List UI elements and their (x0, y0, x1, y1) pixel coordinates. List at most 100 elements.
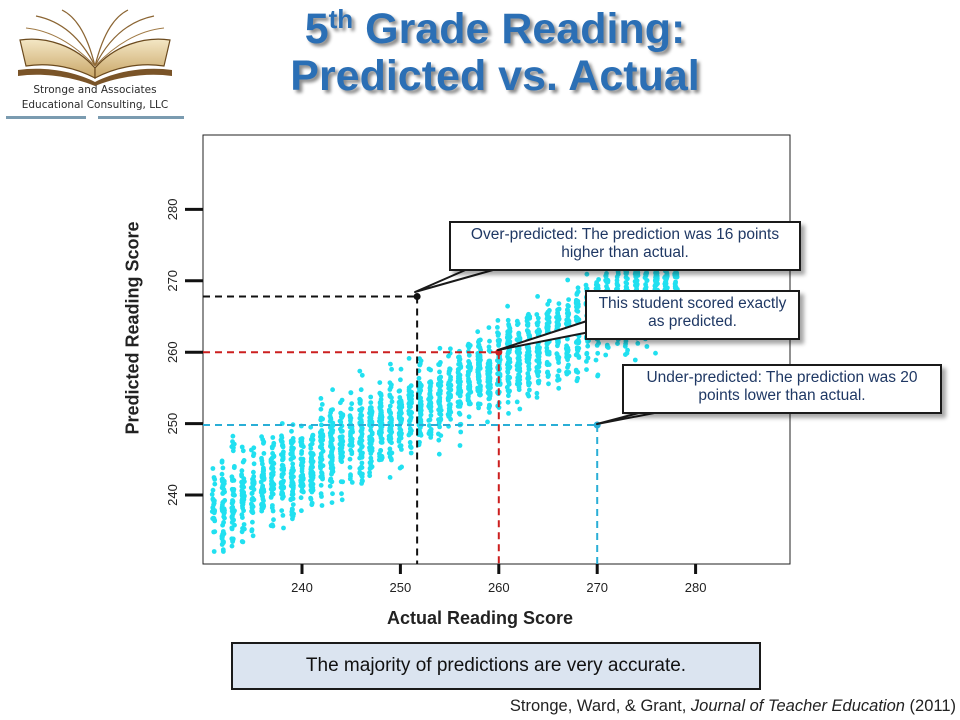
data-point (428, 413, 434, 418)
data-point (505, 378, 511, 384)
data-point (566, 297, 571, 302)
data-point (300, 477, 306, 482)
data-point (212, 498, 217, 504)
data-point (603, 352, 609, 358)
data-point (496, 371, 502, 376)
data-point (298, 436, 304, 442)
data-point (388, 361, 393, 367)
data-point (269, 490, 275, 496)
data-point (534, 312, 540, 317)
data-point (389, 450, 395, 456)
data-point (407, 418, 413, 424)
data-point (348, 406, 353, 412)
data-point (327, 430, 333, 436)
data-point (485, 419, 490, 425)
data-point (269, 471, 274, 477)
data-point (399, 464, 404, 470)
data-point (369, 445, 375, 451)
data-point (270, 523, 276, 529)
data-point (329, 451, 334, 456)
data-point (467, 401, 473, 407)
data-point (556, 385, 562, 391)
data-point (222, 489, 228, 495)
data-point (279, 462, 285, 468)
data-point (554, 352, 560, 357)
data-point (476, 401, 481, 407)
y-tick-label: 250 (165, 413, 180, 435)
data-point (309, 477, 315, 482)
data-point (624, 350, 630, 356)
data-point (279, 508, 285, 513)
data-point (299, 449, 305, 454)
data-point (271, 443, 276, 448)
data-point (486, 369, 492, 375)
data-point (386, 407, 392, 413)
data-point (349, 443, 355, 448)
data-point (396, 388, 402, 394)
x-tick-label: 240 (291, 580, 313, 595)
data-point (291, 455, 296, 460)
data-point (318, 460, 323, 465)
data-point (575, 337, 581, 343)
data-point (229, 474, 235, 480)
data-point (270, 503, 275, 508)
data-point (220, 530, 226, 536)
data-point (516, 387, 522, 393)
data-point (428, 408, 434, 414)
data-point (271, 517, 276, 523)
data-point (467, 384, 473, 390)
data-point (576, 355, 582, 360)
data-point (219, 459, 225, 465)
data-point (544, 340, 550, 346)
data-point (407, 440, 413, 445)
logo-rule-left (6, 116, 86, 119)
data-point (288, 496, 294, 502)
data-point (289, 428, 294, 434)
logo-line-2: Educational Consulting, LLC (21, 99, 169, 111)
data-point (428, 404, 434, 410)
data-point (377, 404, 383, 410)
data-point (644, 344, 650, 349)
title-grade-number: 5 (304, 5, 329, 53)
data-point (338, 400, 343, 406)
data-point (437, 395, 443, 401)
data-point (556, 301, 562, 306)
title-superscript: th (328, 4, 354, 34)
data-point (230, 433, 236, 439)
data-point (367, 405, 373, 411)
data-point (437, 345, 443, 351)
data-point (458, 401, 464, 407)
data-point (240, 459, 246, 465)
data-point (220, 465, 226, 471)
data-point (574, 318, 580, 324)
data-point (506, 332, 512, 338)
data-point (428, 435, 434, 440)
data-point (397, 395, 403, 400)
page-title: 5th Grade Reading: Predicted vs. Actual (190, 6, 800, 100)
data-point (270, 466, 276, 471)
data-point (575, 348, 581, 354)
data-point (250, 519, 255, 525)
data-point (653, 278, 658, 284)
data-point (310, 451, 316, 457)
data-point (426, 366, 432, 372)
data-point (525, 350, 530, 355)
callout-under-predicted: Under-predicted: The prediction was 20 p… (622, 364, 942, 414)
data-point (270, 508, 276, 514)
data-point (212, 508, 218, 514)
data-point (555, 311, 561, 316)
data-point (476, 372, 481, 377)
data-point (387, 387, 393, 392)
data-point (457, 443, 463, 448)
data-point (241, 484, 247, 490)
data-point (515, 364, 521, 370)
data-point (389, 440, 394, 446)
data-point (368, 400, 374, 405)
data-point (536, 380, 541, 386)
data-point (506, 393, 511, 399)
data-point (446, 371, 452, 376)
data-point (536, 357, 541, 363)
data-point (544, 359, 550, 365)
data-point (319, 494, 324, 499)
data-point (556, 377, 562, 382)
